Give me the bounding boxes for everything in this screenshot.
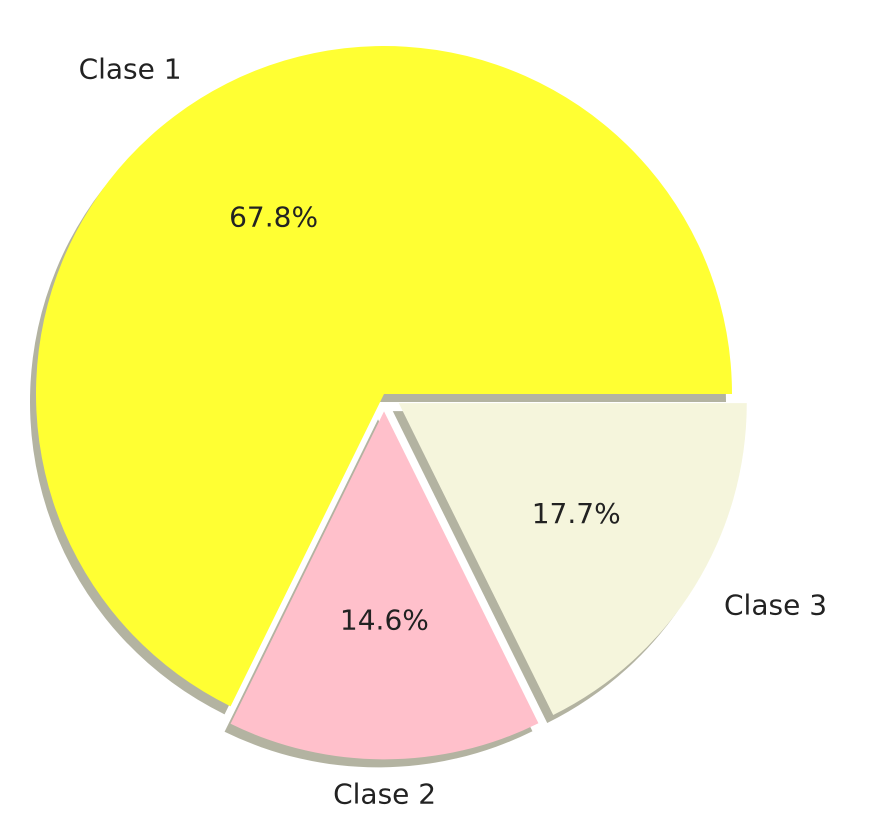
wedge-clase-3 [398, 403, 747, 716]
slice-label-clase-2: Clase 2 [333, 778, 436, 811]
wedge-clase-1 [35, 45, 732, 707]
pie-wedges [35, 45, 747, 760]
slice-label-clase-1: Clase 1 [79, 53, 182, 86]
pct-label-clase-3: 17.7% [532, 497, 621, 530]
pct-label-clase-2: 14.6% [340, 604, 429, 637]
slice-label-clase-3: Clase 3 [724, 589, 827, 622]
pie-labels: Clase 1 67.8% Clase 2 14.6% Clase 3 17.7% [79, 53, 827, 811]
wedge-clase-2 [230, 411, 539, 760]
pct-label-clase-1: 67.8% [229, 200, 318, 233]
